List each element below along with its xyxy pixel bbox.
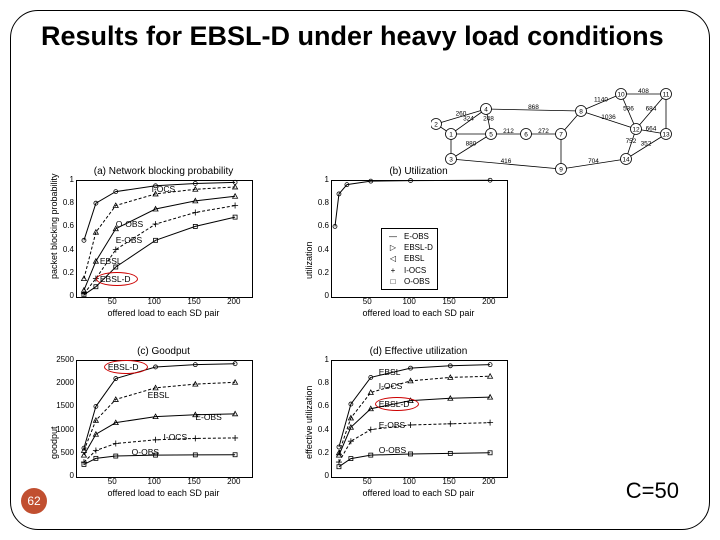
series-annotation: EBSL [100,256,122,266]
svg-text:684: 684 [646,106,657,113]
series-annotation: E-OBS [195,412,221,422]
legend-symbol: — [386,231,400,242]
series-annotation: E-OBS [116,235,142,245]
legend-label: O-OBS [404,276,430,287]
svg-text:868: 868 [528,104,539,111]
svg-text:2: 2 [434,122,438,129]
svg-text:408: 408 [638,88,649,95]
legend-label: I-OCS [404,265,426,276]
series-annotation: E-OBS [379,420,405,430]
series-annotation: EBSL [379,367,401,377]
network-topology: 2603248804162482122728681140408536684664… [431,79,691,179]
highlight-circle [96,272,138,286]
svg-text:9: 9 [559,167,563,174]
chart-legend: — E-OBS ▷ EBSL-D ◁ EBSL + I-OCS □ O-OBS [381,228,438,290]
svg-text:324: 324 [463,116,474,123]
chart-grid: (a) Network blocking probabilitypacket b… [41,166,551,521]
svg-text:880: 880 [466,141,477,148]
svg-text:1: 1 [449,132,453,139]
svg-text:272: 272 [538,128,549,135]
svg-text:5: 5 [489,132,493,139]
series-annotation: O-OBS [116,219,143,229]
svg-text:10: 10 [617,92,625,99]
svg-text:536: 536 [623,106,634,113]
svg-text:3: 3 [449,157,453,164]
svg-text:1036: 1036 [601,114,616,121]
svg-text:6: 6 [524,132,528,139]
legend-item: — E-OBS [386,231,433,242]
series-annotation: O-OBS [132,447,159,457]
svg-text:12: 12 [632,127,640,134]
legend-item: ◁ EBSL [386,253,433,264]
svg-text:14: 14 [622,157,630,164]
legend-symbol: + [386,265,400,276]
legend-label: EBSL [404,253,424,264]
legend-item: □ O-OBS [386,276,433,287]
series-annotation: I-OCS [379,381,403,391]
legend-symbol: ▷ [386,242,400,253]
series-annotation: O-OBS [379,445,406,455]
slide-frame: Results for EBSL-D under heavy load cond… [10,10,710,530]
series-annotation: EBSL [148,390,170,400]
legend-label: EBSL-D [404,242,433,253]
svg-text:8: 8 [579,109,583,116]
svg-text:752: 752 [626,138,637,145]
legend-item: + I-OCS [386,265,433,276]
highlight-circle [104,360,148,374]
svg-text:11: 11 [663,92,670,99]
legend-symbol: □ [386,276,400,287]
subplot-a: (a) Network blocking probabilitypacket b… [41,166,256,321]
svg-text:212: 212 [503,128,514,135]
svg-text:416: 416 [501,158,512,165]
legend-symbol: ◁ [386,253,400,264]
series-annotation: I-OCS [152,184,176,194]
svg-text:7: 7 [559,132,563,139]
svg-text:704: 704 [588,158,599,165]
legend-label: E-OBS [404,231,429,242]
subplot-d: (d) Effective utilizationeffective utili… [296,346,511,501]
capacity-label: C=50 [626,478,679,504]
series-annotation: I-OCS [164,432,188,442]
svg-text:664: 664 [646,126,657,133]
slide-title: Results for EBSL-D under heavy load cond… [41,21,679,52]
svg-text:1140: 1140 [594,97,608,104]
svg-text:248: 248 [483,116,494,123]
legend-item: ▷ EBSL-D [386,242,433,253]
svg-text:4: 4 [484,107,488,114]
svg-text:352: 352 [641,141,652,148]
subplot-c: (c) Goodputgoodputoffered load to each S… [41,346,256,501]
page-number-badge: 62 [21,488,47,514]
svg-text:13: 13 [662,132,670,139]
highlight-circle [375,397,419,411]
